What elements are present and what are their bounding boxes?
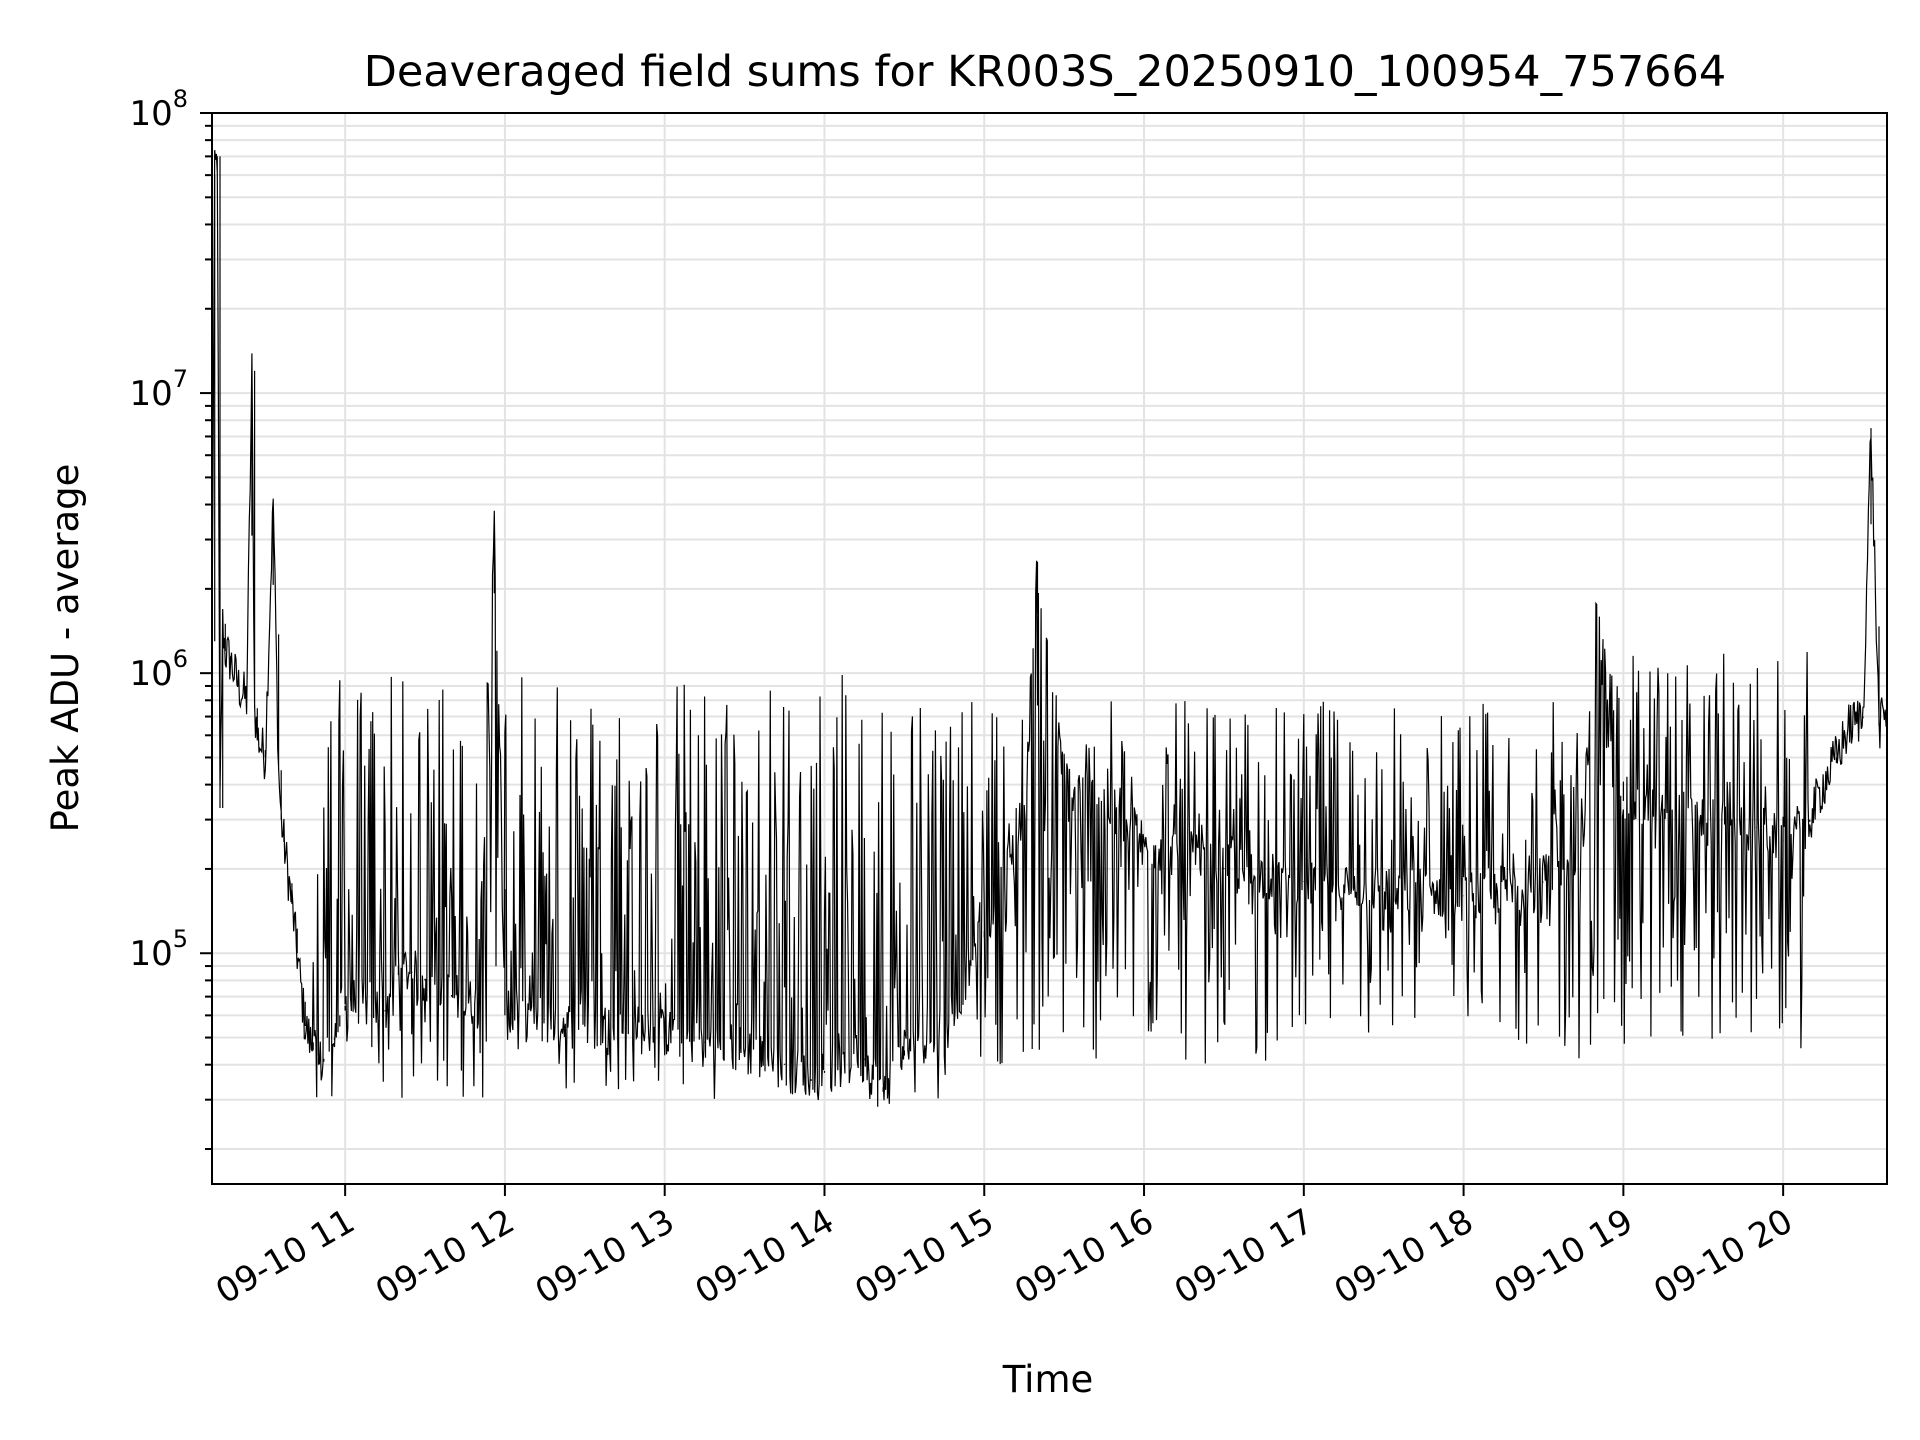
- x-tick-label: 09-10 12: [369, 1201, 521, 1312]
- x-tick-label: 09-10 16: [1008, 1201, 1160, 1312]
- x-tick-label: 09-10 17: [1168, 1201, 1320, 1312]
- x-axis-label: Time: [1002, 1358, 1094, 1401]
- series-line: [212, 150, 1887, 1107]
- y-axis-label: Peak ADU - average: [44, 464, 87, 833]
- x-tick-label: 09-10 11: [209, 1201, 361, 1312]
- plot-frame: [211, 112, 1888, 1185]
- x-tick-label: 09-10 13: [529, 1201, 681, 1312]
- chart-title: Deaveraged field sums for KR003S_2025091…: [364, 47, 1727, 97]
- x-tick-label: 09-10 20: [1647, 1201, 1799, 1312]
- y-tick-label: 106: [129, 645, 188, 694]
- x-tick-label: 09-10 15: [848, 1201, 1000, 1312]
- y-tick-label: 105: [129, 925, 188, 974]
- y-tick-label: 107: [129, 365, 188, 414]
- series-layer: [212, 150, 1887, 1107]
- x-tick-label: 09-10 19: [1487, 1201, 1639, 1312]
- x-tick-label: 09-10 18: [1328, 1201, 1480, 1312]
- y-tick-label: 108: [129, 85, 188, 134]
- x-tick-label: 09-10 14: [689, 1201, 841, 1312]
